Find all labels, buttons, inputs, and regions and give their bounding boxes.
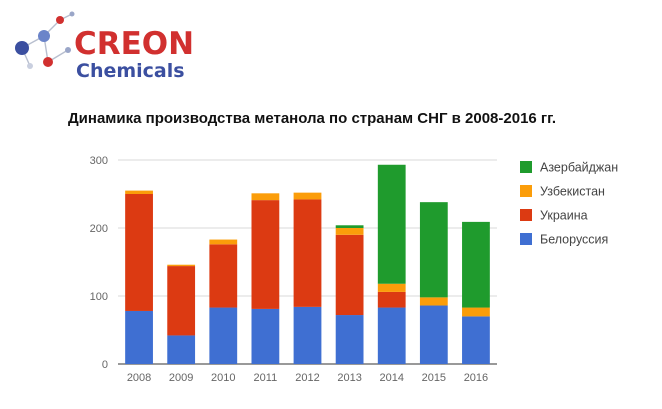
bar-segment — [462, 316, 490, 364]
x-tick-label: 2015 — [422, 372, 446, 384]
legend-label: Белоруссия — [540, 233, 608, 247]
y-axis: 0 100 200 300 — [90, 155, 108, 371]
bar-segment — [462, 221, 490, 308]
x-tick-label: 2012 — [295, 372, 319, 384]
bar-segment — [335, 315, 364, 364]
legend-label: Украина — [540, 209, 588, 223]
x-tick-label: 2014 — [379, 372, 403, 384]
molecule-icon — [15, 11, 75, 69]
bar-segment — [167, 264, 196, 267]
bar-segment — [209, 307, 238, 364]
bar-segment — [125, 194, 153, 311]
logo-wordmark-chemicals: Chemicals — [76, 60, 185, 82]
bar-segment — [125, 190, 153, 194]
bar-segment — [293, 306, 322, 364]
bar-segment — [377, 164, 406, 284]
bar-segment — [251, 200, 280, 309]
x-axis: 2008 2009 2010 2011 2012 2013 2014 2015 2016 — [127, 372, 488, 384]
x-tick-label: 2008 — [127, 372, 151, 384]
bar-segment — [251, 308, 280, 364]
bar-segment — [209, 244, 238, 308]
legend-label: Узбекистан — [540, 185, 605, 199]
bar-segment — [209, 239, 238, 245]
x-tick-label: 2011 — [254, 372, 278, 384]
bar-segment — [419, 202, 448, 298]
bar-segment — [293, 199, 322, 307]
x-tick-label: 2010 — [211, 372, 235, 384]
bar-segment — [167, 335, 196, 364]
legend-swatch — [520, 209, 532, 221]
bars — [125, 164, 490, 364]
bar-segment — [419, 297, 448, 306]
x-tick-label: 2013 — [337, 372, 361, 384]
bar-segment — [167, 266, 196, 336]
legend-swatch — [520, 185, 532, 197]
bar-segment — [377, 307, 406, 364]
bar-segment — [462, 307, 490, 317]
y-tick-label: 200 — [90, 223, 108, 235]
bar-segment — [377, 291, 406, 308]
logo-wordmark-creon: CREON — [74, 26, 195, 62]
x-tick-label: 2009 — [169, 372, 193, 384]
bar-segment — [419, 305, 448, 364]
legend: Азербайджан Узбекистан Украина Белоруссия — [520, 161, 618, 247]
y-tick-label: 100 — [90, 291, 108, 303]
legend-swatch — [520, 161, 532, 173]
y-tick-label: 0 — [102, 359, 108, 371]
legend-label: Азербайджан — [540, 161, 618, 175]
bar-segment — [335, 234, 364, 316]
bar-segment — [293, 192, 322, 200]
chart-title: Динамика производства метанола по страна… — [68, 110, 557, 127]
bar-segment — [377, 283, 406, 292]
bar-segment — [251, 193, 280, 201]
y-tick-label: 300 — [90, 155, 108, 167]
company-logo: CREON Chemicals — [8, 6, 198, 86]
legend-swatch — [520, 233, 532, 245]
bar-segment — [335, 225, 364, 228]
bar-segment — [125, 310, 153, 364]
x-tick-label: 2016 — [464, 372, 488, 384]
bar-segment — [335, 228, 364, 235]
